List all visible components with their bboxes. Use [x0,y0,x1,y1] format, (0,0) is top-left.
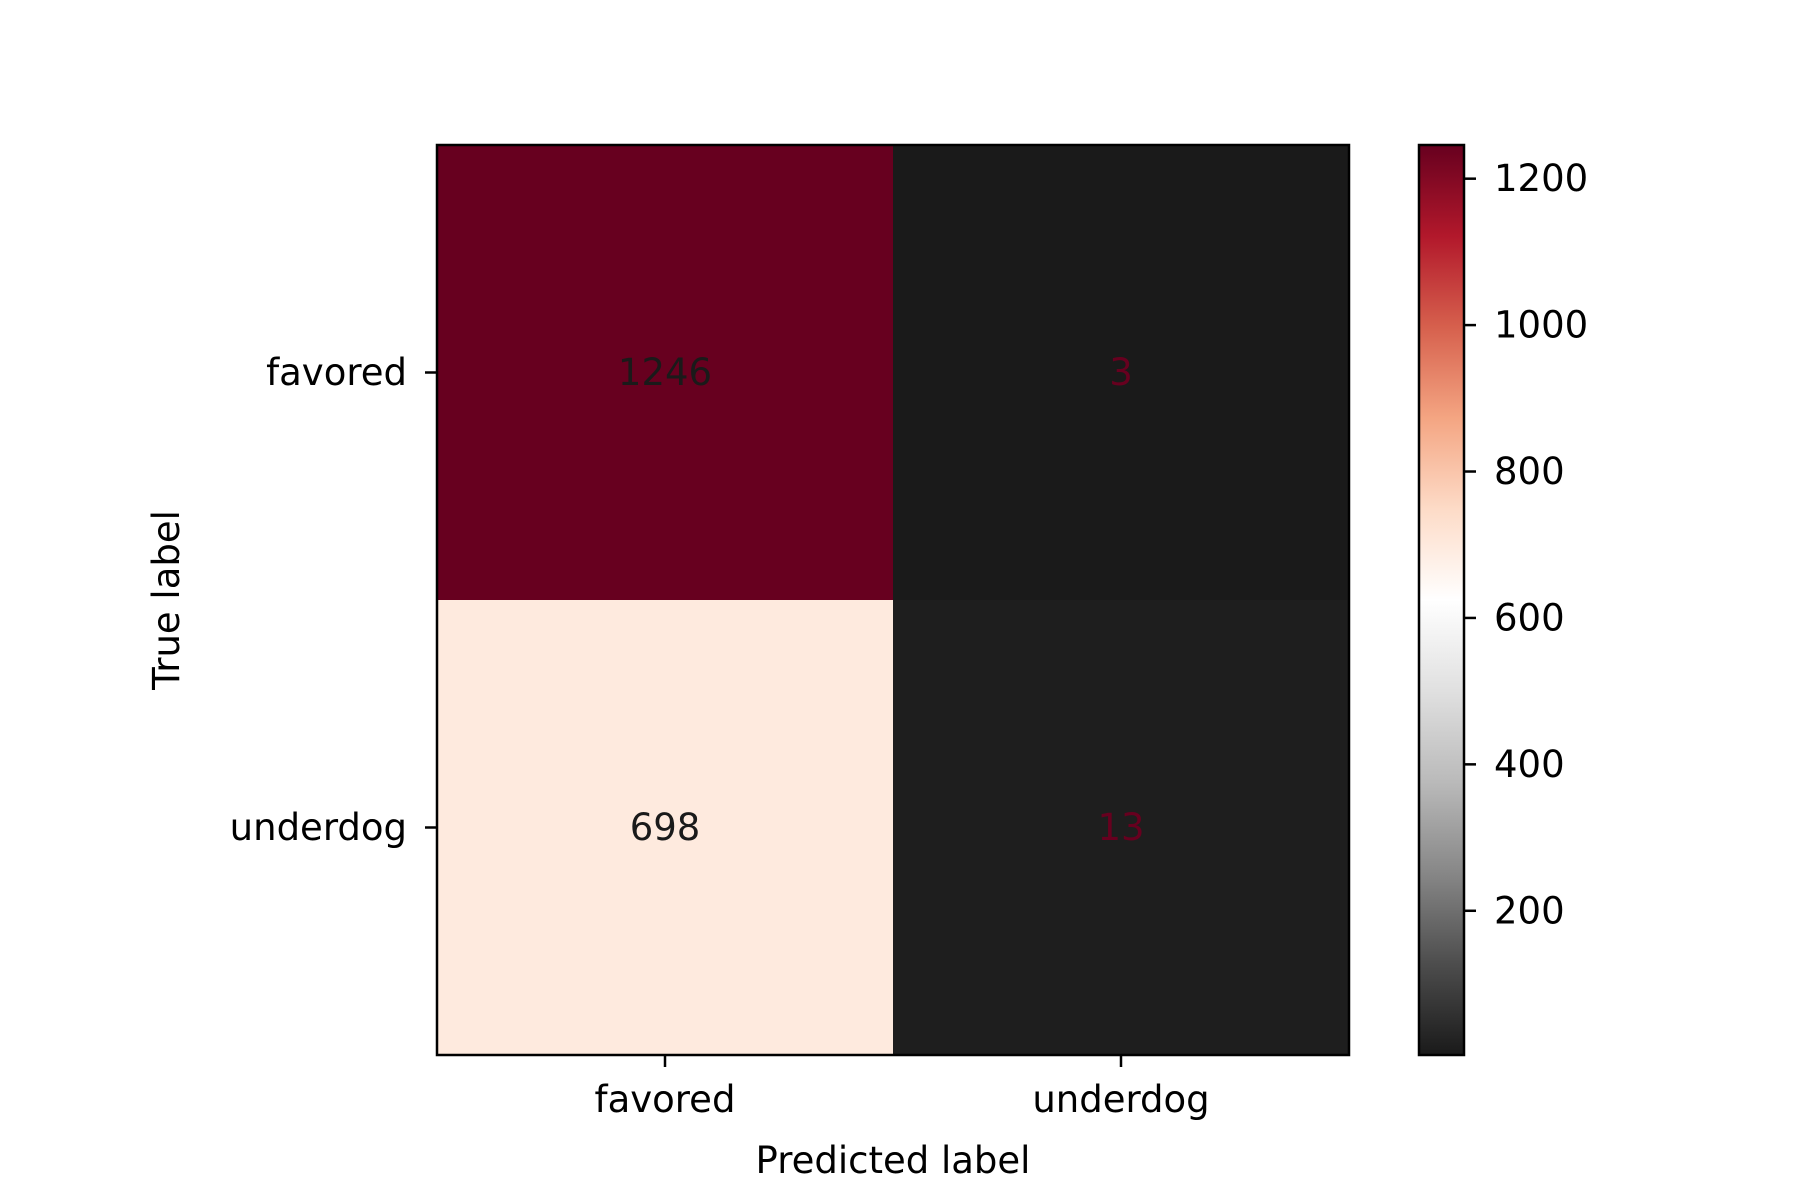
matrix-cell [437,600,894,1056]
x-axis-label: Predicted label [756,1139,1031,1182]
colorbar-tick-label: 400 [1494,743,1565,786]
y-axis-label: True label [145,510,188,691]
matrix-cells [437,145,1350,1056]
x-tick-label: underdog [1032,1078,1209,1121]
matrix-cell [437,145,894,601]
matrix-cell [893,600,1350,1056]
cell-value-label: 1246 [618,351,712,394]
matrix-cell-labels: 1246 3 698 13 [618,351,1145,849]
colorbar-frame [1417,143,1466,1057]
colorbar-tick-label: 800 [1494,450,1565,493]
cell-value-label: 3 [1109,351,1133,394]
colorbar-tick-label: 600 [1494,596,1565,639]
matrix-cell [893,145,1350,601]
colorbar-tick-label: 1000 [1494,304,1588,347]
cell-value-label: 698 [630,806,701,849]
y-axis-ticks: favored underdog [230,351,437,849]
plot-frame [435,143,1351,1057]
colorbar-tick-label: 200 [1494,889,1565,932]
y-tick-label: underdog [230,806,407,849]
colorbar-ticks: 200 400 600 800 1000 1200 [1464,157,1588,932]
colorbar [1419,145,1464,1055]
colorbar-tick-label: 1200 [1494,157,1588,200]
y-tick-label: favored [266,351,407,394]
x-axis-ticks: favored underdog [595,1055,1210,1121]
cell-value-label: 13 [1097,806,1144,849]
x-tick-label: favored [595,1078,736,1121]
